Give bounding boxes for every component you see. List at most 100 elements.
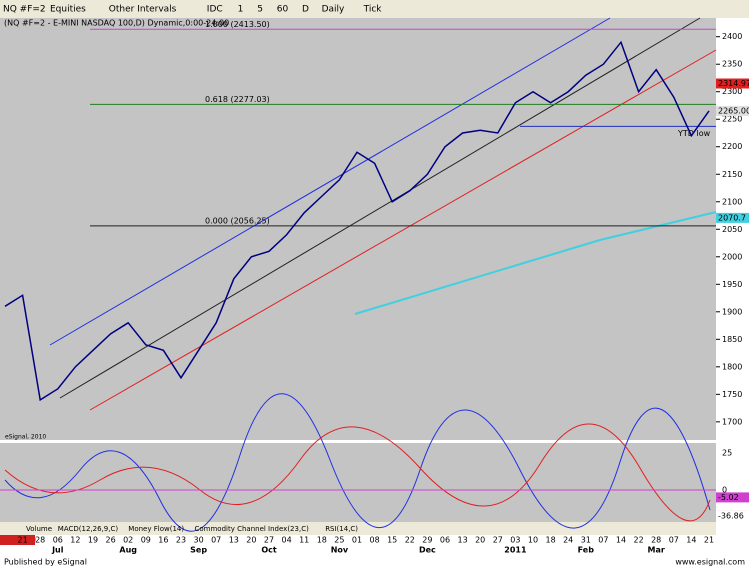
indicator-tab[interactable]: RSI(14,C) bbox=[325, 525, 358, 533]
toolbar-item[interactable]: 5 bbox=[257, 5, 263, 15]
x-tick-label: 20 bbox=[246, 536, 256, 545]
x-tick-label: 29 bbox=[422, 536, 432, 545]
month-label: Oct bbox=[261, 546, 277, 555]
x-tick-label: 16 bbox=[158, 536, 168, 545]
x-tick-label: 06 bbox=[440, 536, 450, 545]
toolbar-item[interactable]: IDC bbox=[207, 5, 223, 15]
chart-title: (NQ #F=2 - E-MINI NASDAQ 100,D) Dynamic,… bbox=[4, 19, 229, 28]
tab-bar bbox=[0, 522, 716, 535]
x-tick-label: 04 bbox=[282, 536, 292, 545]
x-tick-label: 26 bbox=[106, 536, 116, 545]
start-date-box bbox=[0, 535, 35, 545]
month-label: Feb bbox=[578, 546, 595, 555]
footer-bar bbox=[0, 555, 749, 570]
x-tick-label: 01 bbox=[352, 536, 362, 545]
x-tick-label: 21 bbox=[18, 536, 28, 545]
x-tick-label: 13 bbox=[458, 536, 468, 545]
x-tick-label: 08 bbox=[370, 536, 380, 545]
y-tick-label: 2350 bbox=[722, 60, 742, 69]
toolbar-content: NQ #F=2 Equities Other Intervals IDC 1 5 60 D D… bbox=[3, 5, 382, 15]
x-tick-label: 25 bbox=[334, 536, 344, 545]
x-tick-label: 06 bbox=[53, 536, 63, 545]
signal-line bbox=[4, 423, 711, 522]
x-tick-label: 13 bbox=[229, 536, 239, 545]
month-label: Sep bbox=[190, 546, 207, 555]
x-tick-label: 19 bbox=[88, 536, 98, 545]
x-tick-label: 24 bbox=[563, 536, 573, 545]
x-tick-label: 14 bbox=[686, 536, 696, 545]
x-tick-label: 27 bbox=[493, 536, 503, 545]
month-label: Nov bbox=[331, 546, 349, 555]
y-tick-label: 2300 bbox=[722, 87, 742, 96]
price-tag-label: 2265.00 bbox=[718, 106, 749, 115]
toolbar-item[interactable]: Daily bbox=[322, 5, 345, 15]
x-tick-label: 07 bbox=[598, 536, 608, 545]
month-label: Mar bbox=[648, 546, 665, 555]
y-tick-label: 2200 bbox=[722, 142, 742, 151]
y-tick-label: 2250 bbox=[722, 115, 742, 124]
x-tick-label: 10 bbox=[528, 536, 538, 545]
channel-mid bbox=[59, 17, 701, 399]
x-tick-label: 30 bbox=[194, 536, 204, 545]
footer-left: Published by eSignal bbox=[4, 558, 87, 567]
y-tick-label: 1900 bbox=[722, 307, 742, 316]
y-tick-label: 2400 bbox=[722, 32, 742, 41]
macd-tag bbox=[716, 511, 749, 521]
y-tick-label: 1800 bbox=[722, 362, 742, 371]
y-tick-label: 2000 bbox=[722, 252, 742, 261]
price-tag bbox=[716, 78, 749, 89]
y-tick-label: 1750 bbox=[722, 390, 742, 399]
x-tick-label: 18 bbox=[546, 536, 556, 545]
macd-tick-label: 25 bbox=[722, 448, 732, 457]
footer-right: www.esignal.com bbox=[675, 558, 745, 567]
toolbar bbox=[0, 0, 749, 18]
channel-upper bbox=[49, 17, 611, 346]
indicator-tab[interactable]: Volume bbox=[26, 525, 52, 533]
month-label: Aug bbox=[119, 546, 137, 555]
x-tick-label: 20 bbox=[475, 536, 485, 545]
macd-line bbox=[4, 393, 711, 532]
y-tick-label: 2150 bbox=[722, 170, 742, 179]
price-panel bbox=[0, 18, 716, 440]
x-tick-label: 11 bbox=[299, 536, 309, 545]
toolbar-item[interactable]: Tick bbox=[363, 5, 383, 15]
macd-tag bbox=[716, 492, 749, 503]
level-label: 0.000 (2056.25) bbox=[205, 216, 270, 225]
toolbar-item[interactable]: 1 bbox=[238, 5, 244, 15]
y-tick-label: 1950 bbox=[722, 280, 742, 289]
price-tag-label: 2314.97 bbox=[718, 79, 749, 88]
x-tick-label: 22 bbox=[634, 536, 644, 545]
symbol-box[interactable]: NQ #F=2 bbox=[3, 5, 46, 15]
y-tick-label: 2050 bbox=[722, 225, 742, 234]
x-tick-label: 28 bbox=[651, 536, 661, 545]
x-tick-label: 28 bbox=[35, 536, 45, 545]
toolbar-item[interactable]: Equities bbox=[50, 5, 86, 15]
indicator-tab[interactable]: Money Flow(14) bbox=[128, 525, 184, 533]
x-tick-label: 27 bbox=[264, 536, 274, 545]
x-tick-label: 12 bbox=[70, 536, 80, 545]
y-tick-label: 2100 bbox=[722, 197, 742, 206]
macd-tag-label: -5.02 bbox=[718, 493, 739, 502]
price-scale bbox=[716, 18, 749, 522]
indicator-tab[interactable]: Commodity Channel Index(23,C) bbox=[195, 525, 310, 533]
price-tag bbox=[716, 212, 749, 223]
price-line bbox=[4, 40, 710, 402]
x-tick-label: 15 bbox=[387, 536, 397, 545]
y-tick-label: 1700 bbox=[722, 417, 742, 426]
toolbar-item[interactable]: Other Intervals bbox=[109, 5, 177, 15]
x-tick-label: 02 bbox=[123, 536, 133, 545]
month-label: Jul bbox=[51, 546, 64, 555]
toolbar-item[interactable]: D bbox=[302, 5, 309, 15]
x-tick-label: 21 bbox=[704, 536, 714, 545]
month-label: Dec bbox=[419, 546, 436, 555]
x-tick-label: 22 bbox=[405, 536, 415, 545]
indicator-tab[interactable]: MACD(12,26,9,C) bbox=[58, 525, 119, 533]
macd-tag-label: -36.86 bbox=[718, 512, 744, 521]
price-tag bbox=[716, 105, 749, 116]
y-tick-label: 1850 bbox=[722, 335, 742, 344]
level-label: 1.000 (2413.50) bbox=[205, 20, 270, 29]
price-tag-label: 2070.7 bbox=[718, 213, 746, 222]
toolbar-item[interactable]: 60 bbox=[277, 5, 289, 15]
